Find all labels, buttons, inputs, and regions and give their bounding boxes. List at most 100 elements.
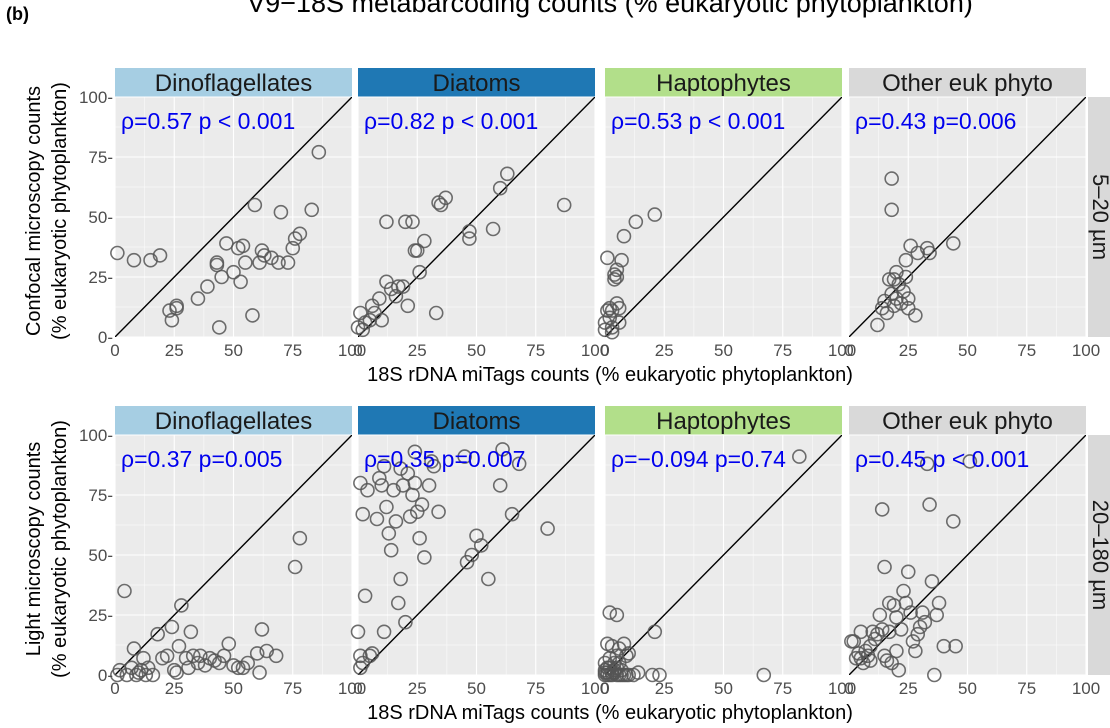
- data-point: [400, 298, 416, 314]
- data-point: [285, 240, 301, 256]
- data-point: [962, 454, 978, 469]
- x-tick-label: 50: [714, 341, 733, 360]
- facet-strip: [849, 68, 1086, 97]
- data-point: [110, 245, 125, 261]
- data-point: [164, 619, 180, 635]
- panel-1-4: Other euk phyto 0 25 50 75 100 ρ=0.43 p=0.006: [844, 68, 1100, 360]
- x-tick-label: 50: [467, 341, 486, 360]
- data-point: [433, 197, 449, 213]
- data-point: [898, 595, 914, 611]
- data-point: [126, 641, 142, 656]
- data-point: [898, 269, 914, 285]
- data-point: [364, 646, 380, 661]
- data-point: [211, 320, 227, 335]
- facet-strip: [115, 68, 352, 97]
- data-point: [193, 648, 208, 664]
- data-point: [900, 564, 916, 580]
- data-point: [611, 315, 627, 330]
- panel-2-4: Other euk phyto 0 25 50 75 100 ρ=0.45 p < 0.00…: [844, 406, 1100, 698]
- data-point: [473, 538, 489, 553]
- x-tick-label: 0: [844, 341, 853, 360]
- identity-line: [358, 435, 595, 675]
- data-point: [362, 648, 378, 664]
- data-point: [948, 638, 963, 654]
- y-axis-title: Confocal microscopy counts: [23, 86, 45, 336]
- data-point: [152, 248, 168, 263]
- data-point: [362, 312, 378, 328]
- x-tick-label: 0: [110, 341, 119, 360]
- data-point: [910, 245, 926, 261]
- data-point: [129, 667, 144, 683]
- data-point: [136, 650, 151, 666]
- x-tick-label: 100: [828, 679, 856, 698]
- data-point: [945, 514, 961, 529]
- correlation-annotation: ρ=0.35 p=0.007: [364, 446, 525, 472]
- data-point: [264, 250, 279, 266]
- x-tick-label: 100: [828, 341, 856, 360]
- correlation-annotation: ρ=0.82 p < 0.001: [364, 108, 538, 134]
- x-tick-label: 75: [526, 341, 545, 360]
- data-point: [931, 595, 947, 611]
- data-point: [292, 530, 308, 546]
- y-tick-label: 75-: [88, 148, 113, 167]
- row-facet-label: 5–20 µm: [1088, 174, 1110, 260]
- data-point: [877, 559, 892, 575]
- data-point: [171, 638, 187, 654]
- data-point: [240, 655, 256, 671]
- x-tick-label: 50: [714, 679, 733, 698]
- x-tick-label: 25: [655, 679, 674, 698]
- data-point: [898, 252, 914, 268]
- identity-line: [358, 97, 595, 337]
- facet-strip-label: Dinoflagellates: [155, 408, 312, 435]
- data-point: [611, 300, 627, 316]
- x-tick-label: 25: [655, 341, 674, 360]
- y-tick-label: 75-: [88, 486, 113, 505]
- data-point: [169, 298, 184, 314]
- x-tick-label: 100: [338, 679, 366, 698]
- data-point: [630, 665, 646, 680]
- x-tick-label: 75: [283, 341, 302, 360]
- y-tick-label: 100-: [79, 88, 113, 107]
- y-tick-label: 50-: [88, 208, 113, 227]
- data-point: [874, 622, 890, 637]
- data-point: [910, 626, 926, 642]
- facet-strip: [115, 406, 352, 435]
- identity-line: [605, 97, 842, 337]
- data-point: [756, 667, 772, 683]
- panel-1-2: Diatoms 0 25 50 75 100 ρ=0.82 p < 0.001: [350, 68, 609, 360]
- data-point: [614, 252, 629, 268]
- data-point: [357, 588, 373, 604]
- x-tick-label: 100: [581, 341, 609, 360]
- data-point: [126, 252, 142, 268]
- data-point: [190, 291, 206, 306]
- data-point: [870, 317, 885, 333]
- data-point: [131, 665, 146, 680]
- y-axis-title-units: (% eukaryotic phytoplankton): [49, 420, 71, 678]
- data-point: [166, 662, 182, 678]
- data-point: [211, 655, 227, 671]
- data-point: [235, 238, 251, 254]
- x-tick-label: 100: [338, 341, 366, 360]
- x-axis-title: 18S rDNA miTags counts (% eukaryotic phy…: [367, 702, 853, 724]
- data-point: [159, 648, 175, 664]
- x-tick-label: 25: [165, 679, 184, 698]
- data-point: [915, 605, 930, 620]
- data-point: [924, 574, 940, 589]
- data-point: [893, 622, 909, 637]
- data-point: [395, 279, 411, 294]
- data-point: [390, 595, 406, 611]
- facet-strip-label: Haptophytes: [656, 408, 791, 435]
- data-point: [400, 466, 416, 481]
- data-point: [388, 288, 404, 304]
- data-point: [908, 308, 923, 323]
- data-point: [233, 274, 248, 290]
- x-tick-label: 75: [1017, 679, 1036, 698]
- data-point: [417, 233, 432, 249]
- data-point: [853, 624, 869, 640]
- data-point: [492, 180, 508, 196]
- data-point: [353, 305, 368, 321]
- data-point: [459, 554, 475, 570]
- data-point: [143, 252, 158, 268]
- data-point: [891, 662, 907, 678]
